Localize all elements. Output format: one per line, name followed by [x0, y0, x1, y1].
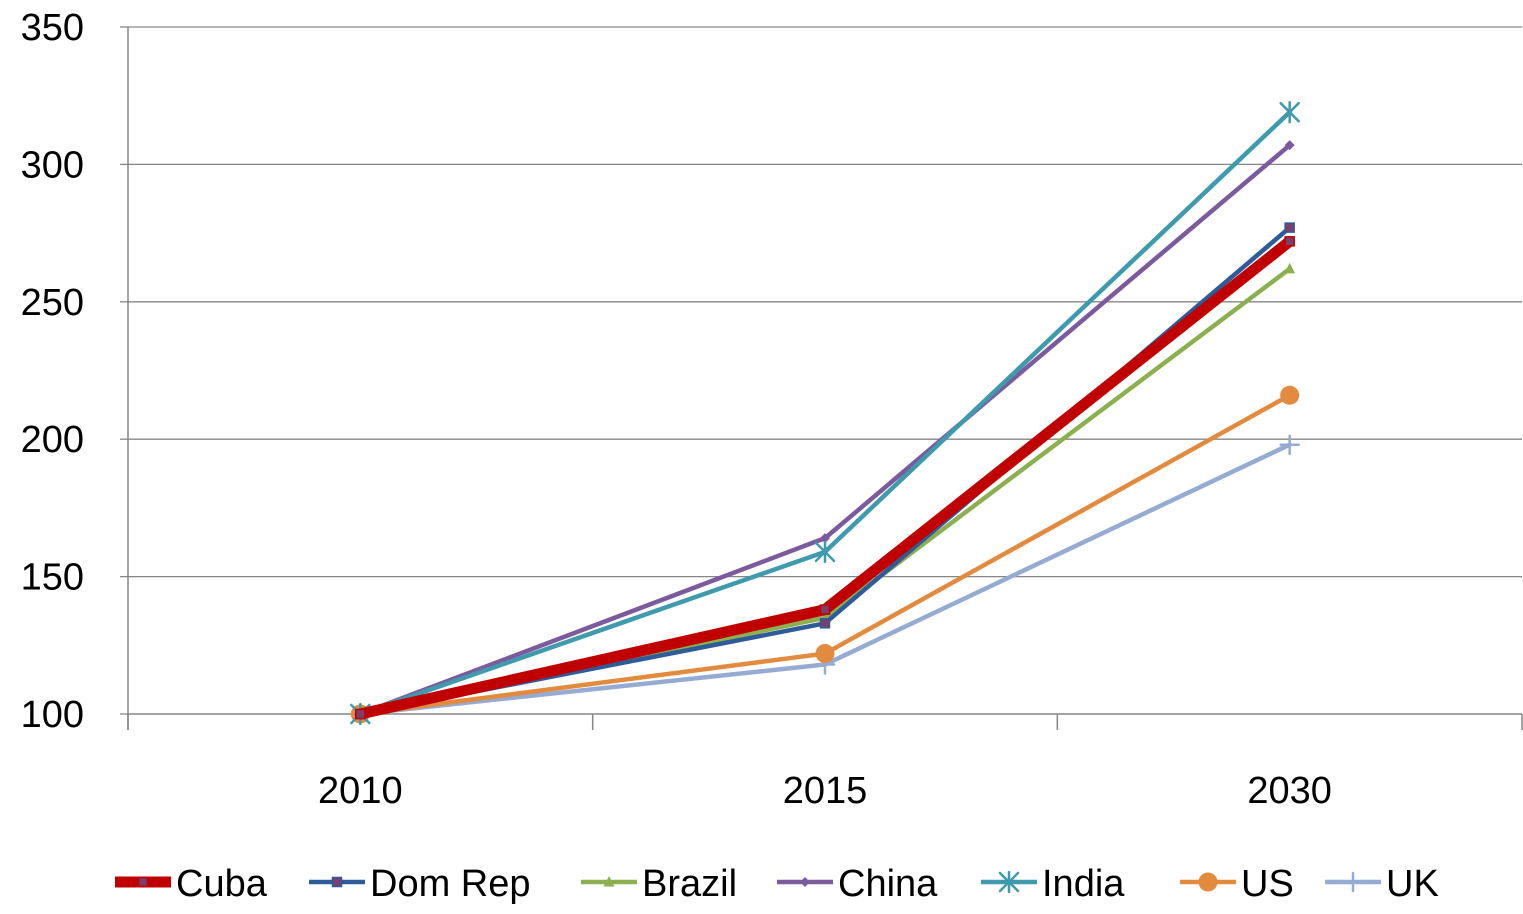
- legend-item-uk: UK: [1325, 863, 1439, 905]
- data-point: [800, 877, 810, 887]
- legend-label: India: [1042, 863, 1125, 905]
- legend-item-india: India: [981, 863, 1125, 905]
- legend: Cuba Dom Rep Brazil China India US UK: [115, 863, 1439, 905]
- series-india: [350, 101, 1300, 726]
- legend-item-brazil: Brazil: [581, 863, 737, 905]
- legend-label: Brazil: [642, 863, 737, 905]
- data-point: [1342, 871, 1364, 893]
- data-point: [331, 876, 343, 888]
- series-cuba: [354, 235, 1296, 720]
- data-point: [1284, 222, 1295, 233]
- data-point: [355, 708, 366, 720]
- y-tick-label: 100: [21, 694, 84, 736]
- legend-label: Dom Rep: [370, 863, 531, 905]
- y-tick-label: 200: [21, 419, 84, 461]
- data-point: [1284, 236, 1295, 247]
- legend-item-cuba: Cuba: [115, 863, 268, 905]
- data-point: [1280, 385, 1300, 405]
- legend-item-us: US: [1180, 863, 1294, 905]
- series-china: [355, 140, 1295, 719]
- y-tick-label: 250: [21, 282, 84, 324]
- series-lines: [350, 101, 1300, 726]
- legend-label: US: [1241, 863, 1294, 905]
- gridlines: [128, 26, 1522, 578]
- x-tick-label: 2010: [318, 770, 403, 812]
- legend-label: UK: [1386, 863, 1439, 905]
- axes: 100 150 200 250 300 350 2010 2015 2030: [21, 7, 1523, 812]
- legend-label: China: [838, 863, 938, 905]
- data-point: [819, 618, 831, 629]
- data-point: [603, 876, 615, 887]
- data-point: [1279, 434, 1300, 455]
- x-tick-label: 2015: [783, 770, 868, 812]
- data-point: [815, 644, 835, 664]
- y-tick-label: 300: [21, 144, 84, 186]
- data-point: [1284, 262, 1296, 274]
- series-line: [354, 235, 1296, 720]
- data-point: [814, 540, 836, 564]
- legend-label: Cuba: [176, 863, 268, 905]
- data-point: [820, 533, 830, 544]
- data-point: [1284, 140, 1295, 151]
- data-point: [1279, 101, 1300, 124]
- y-tick-label: 150: [21, 557, 84, 599]
- legend-item-china: China: [777, 863, 938, 905]
- data-point: [137, 876, 149, 888]
- data-point: [1198, 872, 1218, 892]
- data-point: [819, 604, 831, 615]
- series-line: [358, 142, 1292, 717]
- legend-item-dom-rep: Dom Rep: [309, 863, 531, 905]
- x-tick-label: 2030: [1247, 770, 1332, 812]
- y-tick-label: 350: [21, 7, 84, 49]
- data-point: [998, 870, 1020, 894]
